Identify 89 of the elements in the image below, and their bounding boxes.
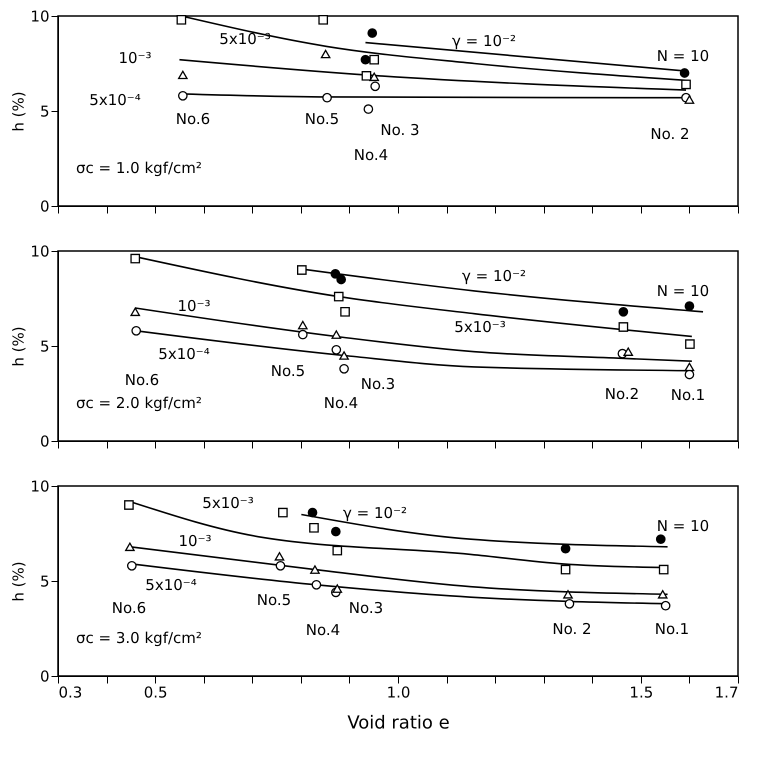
point [130, 308, 140, 316]
annotation: No.3 [348, 599, 384, 617]
y-tick-label: 0 [40, 198, 50, 216]
point [684, 362, 694, 372]
point [178, 90, 188, 101]
annotation: 5x10⁻³ [454, 318, 506, 336]
point [364, 104, 374, 114]
annotation: σc = 1.0 kgf/cm² [76, 159, 202, 177]
annotation: No.6 [176, 110, 210, 128]
annotation: No.3 [360, 375, 396, 393]
point [318, 14, 328, 25]
point [370, 81, 380, 92]
point [684, 301, 694, 311]
annotation: 10⁻³ [178, 532, 212, 550]
annotation: 5x10⁻⁴ [89, 91, 141, 109]
annotation: No.6 [112, 599, 146, 617]
x-tick-label: 1.0 [386, 684, 410, 702]
y-tick-label: 0 [40, 432, 50, 450]
y-tick-label: 10 [30, 478, 50, 496]
y-axis-title: h (%) [9, 326, 28, 367]
point [369, 54, 380, 65]
x-tick-label: 0.3 [58, 684, 82, 702]
point [623, 347, 634, 356]
point [331, 344, 342, 355]
point [360, 54, 370, 65]
point [330, 268, 340, 279]
point [130, 254, 140, 264]
annotation: No.6 [124, 371, 160, 389]
y-tick-label: 0 [40, 668, 50, 686]
point [362, 71, 372, 81]
point [685, 339, 695, 349]
annotation: γ = 10⁻² [462, 267, 526, 285]
annotation: No. 2 [552, 620, 592, 638]
annotation: γ = 10⁻² [452, 32, 516, 50]
annotation: 5x10⁻³ [202, 494, 254, 512]
x-tick-label: 1.7 [714, 684, 738, 702]
annotation: 5x10⁻³ [219, 30, 271, 48]
point [131, 326, 142, 336]
point [320, 50, 330, 58]
point [298, 330, 308, 340]
annotation: No.4 [354, 146, 388, 164]
point [331, 330, 342, 339]
annotation: No.5 [270, 362, 306, 380]
annotation: No. 3 [380, 121, 420, 139]
annotation: σc = 3.0 kgf/cm² [76, 629, 202, 647]
annotation: No. 2 [650, 125, 690, 143]
point [178, 70, 188, 80]
annotation: N = 10 [656, 282, 710, 300]
point [322, 92, 332, 103]
point [367, 28, 378, 38]
y-axis-title: h (%) [9, 91, 28, 132]
y-tick-label: 5 [40, 102, 50, 120]
y-axis-title: h (%) [9, 561, 28, 602]
annotation: No.1 [670, 386, 706, 404]
point [618, 322, 628, 332]
point [618, 306, 628, 317]
annotation: No.4 [306, 621, 340, 639]
annotation: N = 10 [656, 47, 710, 65]
annotation: No.5 [256, 591, 292, 609]
x-tick-label: 0.5 [144, 684, 168, 702]
point [334, 292, 344, 302]
point [339, 364, 349, 374]
annotation: σc = 2.0 kgf/cm² [76, 394, 202, 412]
point [681, 80, 691, 90]
point [680, 68, 690, 78]
point [369, 72, 380, 82]
y-tick-label: 5 [40, 572, 50, 590]
annotation: No.5 [304, 110, 340, 128]
annotation: 5x10⁻⁴ [158, 345, 210, 363]
point [298, 320, 308, 330]
point [340, 306, 350, 317]
point [684, 95, 694, 104]
annotation: 5x10⁻⁴ [145, 576, 197, 594]
y-tick-label: 10 [30, 8, 50, 26]
point [339, 351, 349, 360]
point [336, 274, 346, 284]
annotation: N = 10 [656, 517, 710, 535]
annotation: γ = 10⁻² [343, 504, 407, 522]
y-tick-label: 5 [40, 338, 50, 356]
annotation: No.1 [654, 620, 690, 638]
y-tick-label: 10 [30, 242, 50, 260]
annotation: 10⁻³ [118, 49, 152, 67]
point [176, 14, 186, 25]
annotation: 10⁻³ [177, 297, 211, 315]
point [296, 265, 307, 275]
annotation: No.2 [604, 385, 640, 403]
x-axis-title: Void ratio e [347, 712, 450, 734]
annotation: No.4 [324, 394, 358, 412]
x-tick-label: 1.5 [629, 684, 654, 702]
